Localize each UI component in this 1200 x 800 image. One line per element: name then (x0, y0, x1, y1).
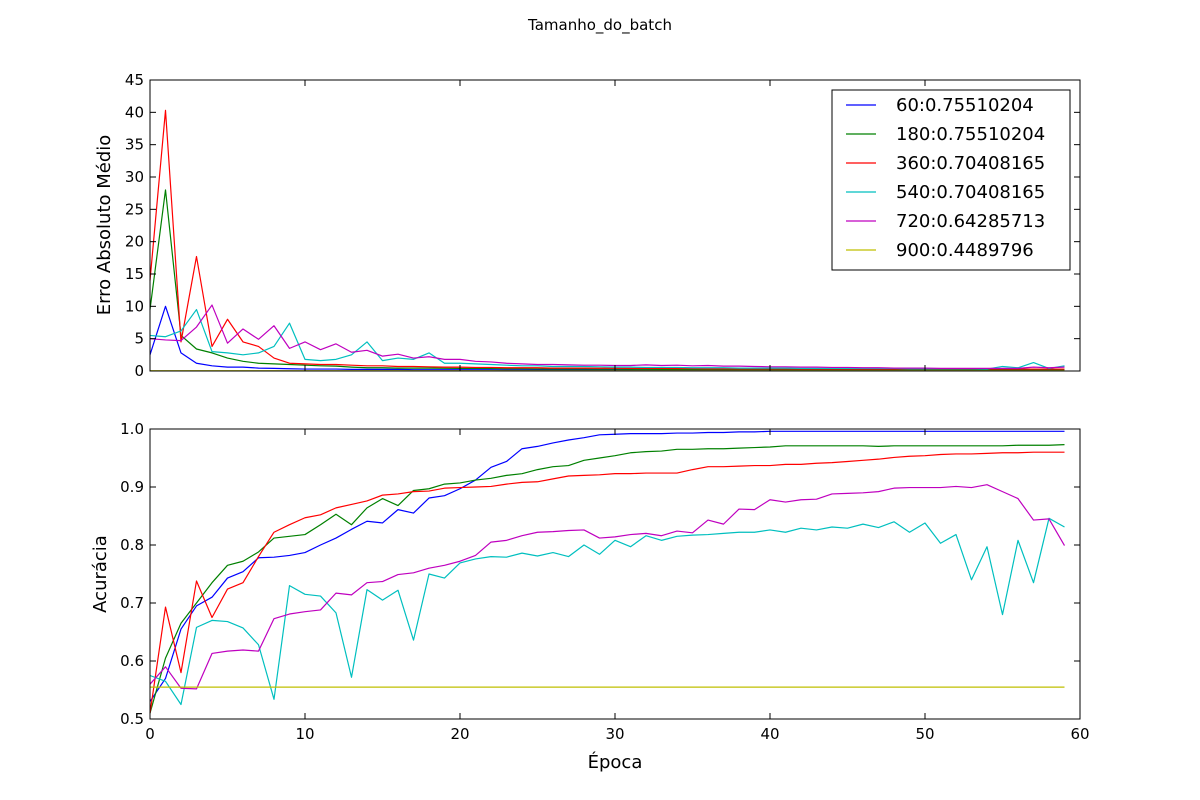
x-axis-label: Época (588, 751, 643, 773)
error-y-tick-label: 30 (125, 168, 144, 186)
legend-items: 60:0.75510204 180:0.75510204 360:0.7040816… (846, 95, 1045, 261)
x-ticks: 0 10 20 30 40 50 60 (145, 725, 1089, 743)
x-tick-label: 40 (760, 725, 779, 743)
x-tick-label: 10 (295, 725, 314, 743)
error-y-tick-label: 25 (125, 200, 144, 218)
accuracy-line-4 (149, 517, 1065, 706)
accuracy-plot-frame (149, 428, 1081, 720)
x-tick-label: 30 (605, 725, 624, 743)
error-panel: 0 5 10 15 20 25 30 35 40 45 Erro Absoluto Médio 6… (94, 71, 1081, 380)
error-y-tick-label: 10 (125, 297, 144, 315)
accuracy-y-axis-label: Acurácia (90, 535, 111, 613)
error-y-tick-label: 20 (125, 233, 144, 251)
accuracy-y-tick-label: 0.5 (120, 710, 144, 728)
legend-label-1: 60:0.75510204 (896, 95, 1034, 116)
error-y-ticks: 0 5 10 15 20 25 30 35 40 45 (125, 71, 1081, 380)
accuracy-line-2 (149, 444, 1065, 714)
accuracy-line-5 (149, 484, 1066, 690)
accuracy-y-ticks: 0.5 0.6 0.7 0.8 0.9 1.0 (120, 420, 1081, 728)
error-y-tick-label: 35 (125, 136, 144, 154)
legend: 60:0.75510204 180:0.75510204 360:0.7040816… (831, 89, 1071, 271)
accuracy-y-tick-label: 0.9 (120, 478, 144, 496)
error-y-tick-label: 5 (134, 330, 144, 348)
error-y-tick-label: 40 (125, 103, 144, 121)
accuracy-y-tick-label: 0.6 (120, 652, 144, 670)
figure-title: Tamanho_do_batch (527, 16, 672, 35)
accuracy-line-1 (149, 430, 1065, 702)
x-tick-label: 50 (915, 725, 934, 743)
legend-label-4: 540:0.70408165 (896, 182, 1045, 203)
error-y-tick-label: 45 (125, 71, 144, 89)
error-line-4 (149, 308, 1065, 370)
accuracy-y-tick-label: 0.8 (120, 536, 144, 554)
legend-label-5: 720:0.64285713 (896, 211, 1045, 232)
error-y-tick-label: 0 (134, 362, 144, 380)
x-tick-label: 60 (1070, 725, 1089, 743)
accuracy-line-3 (149, 451, 1065, 714)
error-line-2 (149, 189, 1065, 371)
legend-label-3: 360:0.70408165 (896, 153, 1045, 174)
x-tick-label: 20 (450, 725, 469, 743)
accuracy-series-lines (149, 430, 1066, 714)
legend-frame (831, 89, 1071, 271)
legend-label-6: 900:0.4489796 (896, 240, 1034, 261)
error-y-axis-label: Erro Absoluto Médio (94, 135, 115, 316)
accuracy-panel: 0.5 0.6 0.7 0.8 0.9 1.0 0 10 20 30 40 50 60 Acuráci… (90, 420, 1090, 773)
accuracy-y-tick-label: 0.7 (120, 594, 144, 612)
error-line-5 (149, 304, 1065, 370)
error-plot-frame (149, 79, 1081, 372)
error-y-tick-label: 15 (125, 265, 144, 283)
legend-label-2: 180:0.75510204 (896, 124, 1045, 145)
x-tick-label: 0 (145, 725, 155, 743)
accuracy-y-tick-label: 1.0 (120, 420, 144, 438)
